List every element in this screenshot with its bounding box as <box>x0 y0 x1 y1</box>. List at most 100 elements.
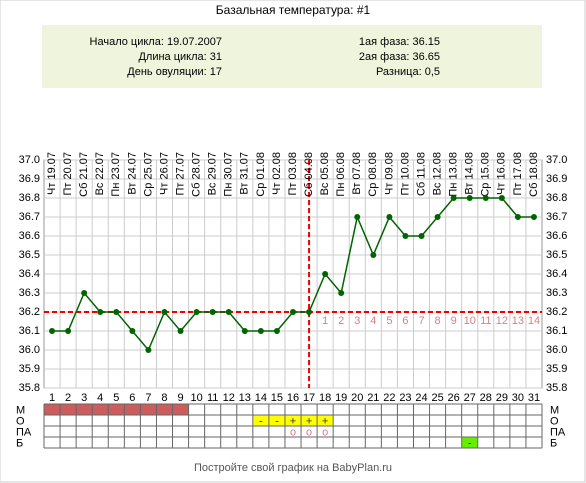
y-tick-label: 36.0 <box>19 344 40 356</box>
y-tick-label: 35.9 <box>19 363 40 375</box>
track-cell <box>284 415 302 426</box>
x-tick-label: 29 <box>496 392 508 404</box>
date-label: Чт 16.08 <box>496 152 508 195</box>
phase-day-number: 13 <box>512 315 524 327</box>
y-tick-label-right: 36.0 <box>546 344 567 356</box>
temp-point <box>482 195 489 201</box>
temp-point <box>386 214 393 220</box>
y-tick-label-right: 36.5 <box>546 249 567 261</box>
temp-point <box>225 309 232 315</box>
x-tick-label: 17 <box>303 392 315 404</box>
track-cell <box>461 437 478 448</box>
track-mark: + <box>306 415 312 427</box>
track-cell <box>60 404 77 415</box>
info-text: День овуляции: 17 <box>127 66 222 78</box>
phase-day-number: 7 <box>418 315 424 327</box>
x-tick-label: 21 <box>367 392 379 404</box>
date-label: Пн 13.08 <box>448 152 460 197</box>
date-label: Ср 25.07 <box>142 152 154 197</box>
track-cell <box>76 404 93 415</box>
temp-point <box>177 328 184 334</box>
temp-point <box>193 309 200 315</box>
track-cell <box>301 415 318 426</box>
track-cell <box>317 415 334 426</box>
y-tick-label-right: 36.7 <box>546 211 567 223</box>
date-label: Пт 17.08 <box>512 152 524 196</box>
track-label: Б <box>16 437 23 449</box>
y-tick-label: 36.2 <box>19 306 40 318</box>
date-label: Пт 10.08 <box>399 152 411 196</box>
date-label: Пн 30.07 <box>223 152 235 197</box>
temp-point <box>145 347 152 353</box>
temp-point <box>81 290 88 296</box>
y-tick-label-right: 36.9 <box>546 173 567 185</box>
x-tick-label: 7 <box>145 392 151 404</box>
x-tick-label: 28 <box>480 392 492 404</box>
x-tick-label: 9 <box>177 392 183 404</box>
x-tick-label: 25 <box>431 392 443 404</box>
phase-day-number: 14 <box>528 315 540 327</box>
temp-point <box>498 195 505 201</box>
temp-point <box>402 233 409 239</box>
x-tick-label: 6 <box>129 392 135 404</box>
x-tick-label: 20 <box>351 392 363 404</box>
temp-point <box>354 214 361 220</box>
temp-point <box>466 195 473 201</box>
track-label-right: О <box>550 415 559 427</box>
track-label-right: ПА <box>550 426 566 438</box>
temp-point <box>370 252 377 258</box>
y-tick-label: 35.8 <box>19 382 40 394</box>
temp-point <box>530 214 537 220</box>
track-cell <box>268 415 285 426</box>
date-label: Ср 08.08 <box>367 152 379 197</box>
date-label: Чт 02.08 <box>271 152 283 195</box>
x-tick-label: 23 <box>399 392 411 404</box>
track-label: О <box>16 415 25 427</box>
date-label: Вт 24.07 <box>126 152 138 195</box>
info-text: Длина цикла: 31 <box>138 51 222 63</box>
temp-point <box>161 309 168 315</box>
temp-point <box>113 309 120 315</box>
x-tick-label: 30 <box>512 392 524 404</box>
track-mark: + <box>290 415 296 427</box>
phase-day-number: 4 <box>370 315 376 327</box>
track-cell <box>172 404 189 415</box>
temp-point <box>273 328 280 334</box>
track-cell <box>124 404 141 415</box>
y-tick-label-right: 35.8 <box>546 382 567 394</box>
date-label: Пт 20.07 <box>62 152 74 196</box>
info-text: 2ая фаза: 36.65 <box>359 51 440 63</box>
x-tick-label: 10 <box>190 392 202 404</box>
temp-point <box>241 328 248 334</box>
date-label: Ср 01.08 <box>255 152 267 197</box>
date-label: Вс 05.08 <box>319 152 331 195</box>
x-tick-label: 3 <box>81 392 87 404</box>
date-label: Пн 06.08 <box>335 152 347 197</box>
temp-point <box>450 195 457 201</box>
temp-point <box>97 309 104 315</box>
x-tick-label: 31 <box>528 392 540 404</box>
temp-point <box>322 271 329 277</box>
track-cell <box>252 415 269 426</box>
phase-day-number: 5 <box>386 315 392 327</box>
y-tick-label-right: 36.4 <box>546 268 567 280</box>
track-label: ПА <box>16 426 32 438</box>
info-box <box>42 25 542 88</box>
date-label: Вт 07.08 <box>351 152 363 195</box>
y-tick-label-right: 35.9 <box>546 363 567 375</box>
track-mark: o <box>306 426 312 438</box>
temp-point <box>65 328 72 334</box>
chart-title: Базальная температура: #1 <box>216 3 371 17</box>
date-label: Сб 11.08 <box>415 152 427 196</box>
x-tick-label: 15 <box>271 392 283 404</box>
x-tick-label: 4 <box>97 392 103 404</box>
x-tick-label: 5 <box>113 392 119 404</box>
date-label: Пт 03.08 <box>287 152 299 196</box>
date-label: Вт 14.08 <box>464 152 476 195</box>
date-label: Пт 27.07 <box>174 152 186 196</box>
y-tick-label-right: 36.8 <box>546 192 567 204</box>
date-label: Вс 29.07 <box>207 152 219 195</box>
x-tick-label: 1 <box>49 392 55 404</box>
y-tick-label-right: 36.2 <box>546 306 567 318</box>
date-label: Сб 21.07 <box>78 152 90 197</box>
